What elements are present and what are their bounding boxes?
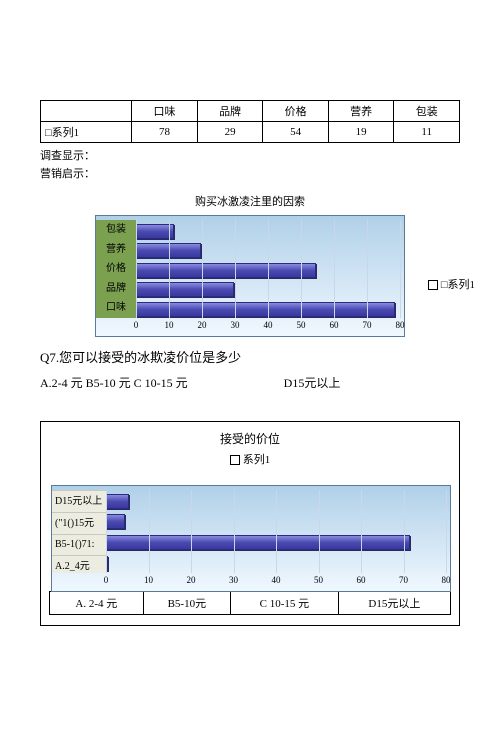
price-labels-table: A. 2-4 元 B5-10元 C 10-15 元 D15元以上 (49, 591, 451, 615)
chart1: □系列1 包装营养价格品牌口味 01020304050607080 (95, 215, 405, 337)
factors-table: 口味 品牌 价格 营养 包装 □系列1 78 29 54 19 11 (40, 100, 460, 143)
th: 包装 (394, 101, 460, 122)
chart2-title: 接受的价位 (49, 430, 451, 447)
td: □系列1 (41, 122, 132, 143)
chart2-legend: 系列1 (49, 451, 451, 467)
chart1-legend: □系列1 (428, 276, 475, 292)
td: 78 (132, 122, 198, 143)
chart1-title: 购买冰激凌注里的因索 (40, 193, 460, 209)
td: 19 (328, 122, 394, 143)
th: 口味 (132, 101, 198, 122)
th: 品牌 (197, 101, 263, 122)
td: A. 2-4 元 (50, 592, 144, 615)
q7-answers: A.2-4 元 B5-10 元 C 10-15 元 D15元以上 (40, 374, 460, 391)
th: 营养 (328, 101, 394, 122)
th: 价格 (263, 101, 329, 122)
th (41, 101, 132, 122)
td: D15元以上 (338, 592, 450, 615)
chart2-container: 接受的价位 系列1 D15元以上("1()15元B5-1()71:A.2_4元 … (40, 421, 460, 626)
td: C 10-15 元 (231, 592, 339, 615)
survey-note: 调查显示： (40, 147, 460, 163)
q7-question: Q7.您可以接受的冰欺凌价位是多少 (40, 347, 460, 366)
td: 29 (197, 122, 263, 143)
marketing-note: 营销启示： (40, 165, 460, 181)
td: 54 (263, 122, 329, 143)
td: B5-10元 (143, 592, 230, 615)
td: 11 (394, 122, 460, 143)
